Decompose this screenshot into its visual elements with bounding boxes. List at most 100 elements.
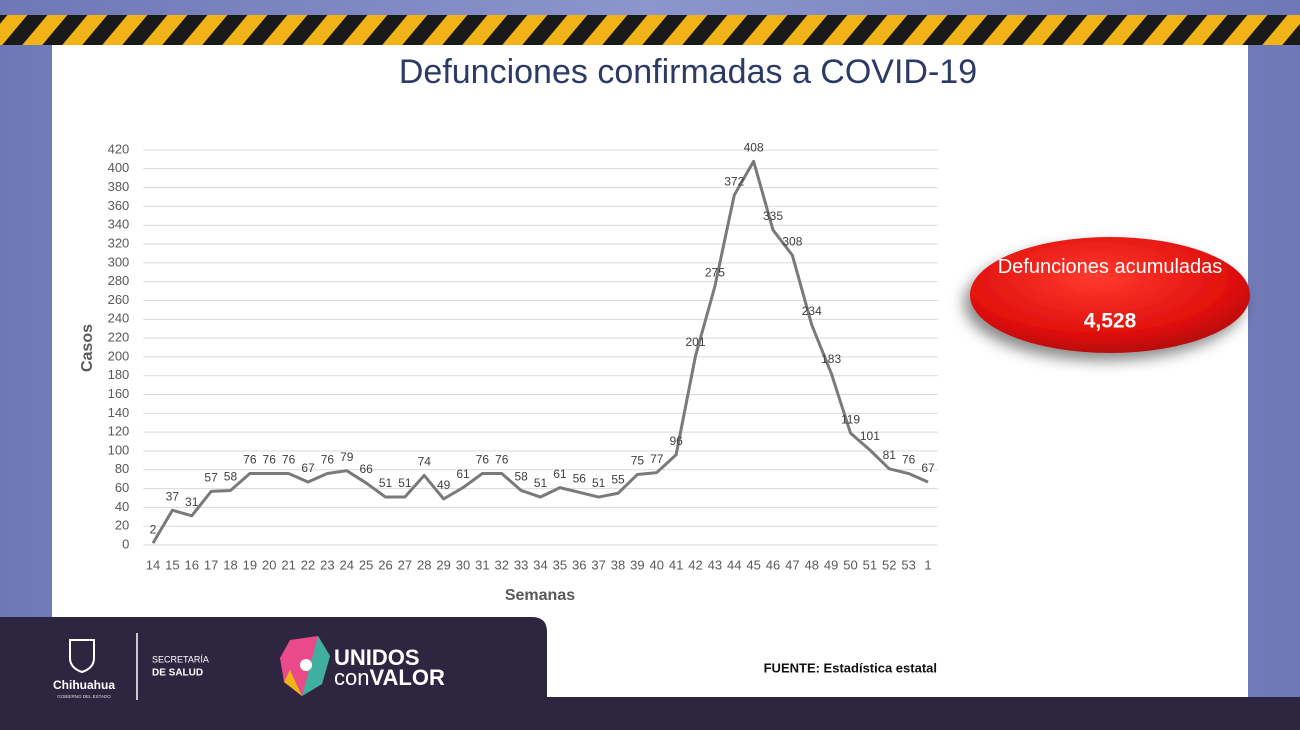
brand-icon-part [284,670,302,696]
ministry-1: SECRETARÍA [152,654,209,664]
y-tick-label: 180 [108,367,130,382]
data-label: 76 [282,453,296,467]
brand-icon-dot [300,659,312,671]
data-label: 275 [705,266,725,280]
x-tick-label: 15 [165,557,179,572]
data-label: 76 [243,453,257,467]
bottom-bar [0,697,1300,730]
data-label: 76 [902,453,916,467]
x-tick-label: 31 [475,557,489,572]
ministry-2: DE SALUD [152,668,203,679]
y-tick-label: 40 [115,499,129,514]
data-label: 79 [340,450,354,464]
x-tick-label: 42 [688,557,702,572]
data-line [151,159,929,544]
data-label: 101 [860,429,880,443]
data-label: 51 [379,476,393,490]
callout-title-1: Defunciones acumuladas [998,256,1223,278]
data-label: 67 [921,461,935,475]
y-tick-label: 400 [108,160,130,175]
chart-title: Defunciones confirmadas a COVID-19 [399,53,977,91]
data-label: 49 [437,478,451,492]
x-tick-label: 51 [863,557,877,572]
data-label: 372 [724,174,744,188]
x-tick-label: 26 [378,557,392,572]
state-name: Chihuahua [53,678,115,692]
callout-title: Defunciones acumuladas [998,256,1223,278]
y-tick-label: 220 [108,330,130,345]
x-tick-label: 28 [417,557,431,572]
y-tick-label: 120 [108,424,130,439]
state-sub: GOBIERNO DEL ESTADO [57,694,111,699]
x-axis-label: Semanas [505,587,575,604]
y-tick-label: 80 [115,461,129,476]
x-tick-label: 44 [727,557,741,572]
x-tick-label: 35 [553,557,567,572]
y-tick-label: 60 [115,480,129,495]
x-tick-label: 22 [301,557,315,572]
x-tick-label: 49 [824,557,838,572]
brand-icon-part [302,636,330,696]
data-label: 81 [883,448,897,462]
y-tick-label: 380 [108,179,130,194]
y-tick-label: 160 [108,386,130,401]
data-label: 74 [418,455,432,469]
y-tick-label: 100 [108,442,130,457]
y-tick-label: 280 [108,273,130,288]
data-label: 51 [534,476,548,490]
x-tick-label: 19 [243,557,257,572]
callout-total: 4,528 [1084,310,1137,333]
hazard-stripe [0,15,1300,45]
x-tick-label: 1 [924,557,931,572]
x-tick-label: 21 [281,557,295,572]
data-label: 308 [782,235,802,249]
data-label: 58 [224,470,238,484]
x-tick-label: 27 [398,557,412,572]
x-tick-label: 32 [495,557,509,572]
data-label: 61 [553,467,567,481]
data-label: 201 [685,335,705,349]
y-tick-label: 200 [108,348,130,363]
x-tick-label: 17 [204,557,218,572]
data-label: 55 [611,472,625,486]
x-tick-label: 53 [901,557,915,572]
data-label: 57 [204,471,218,485]
x-tick-label: 20 [262,557,276,572]
data-label: 76 [495,453,509,467]
data-label: 76 [476,453,490,467]
data-label: 76 [263,453,277,467]
x-tick-label: 46 [766,557,780,572]
data-label: 37 [166,489,180,503]
x-tick-label: 47 [785,557,799,572]
x-tick-label: 16 [185,557,199,572]
x-tick-label: 33 [514,557,528,572]
x-tick-label: 14 [146,557,160,572]
panel [52,45,1248,697]
x-tick-label: 48 [805,557,819,572]
data-label: 119 [841,412,860,426]
y-tick-label: 20 [115,518,129,533]
x-tick-label: 38 [611,557,625,572]
data-label: 2 [150,522,157,536]
brand-line-2: conVALOR [334,665,445,690]
y-tick-label: 260 [108,292,130,307]
brand-3: VALOR [369,665,444,690]
data-label: 61 [456,467,470,481]
x-tick-label: 52 [882,557,896,572]
data-label: 234 [802,304,822,318]
x-tick-label: 30 [456,557,470,572]
y-tick-label: 420 [108,141,130,156]
data-label: 183 [821,352,841,366]
x-tick-label: 37 [591,557,605,572]
data-label: 335 [763,209,783,223]
x-tick-label: 25 [359,557,373,572]
y-tick-label: 240 [108,311,130,326]
data-label: 58 [514,470,528,484]
data-label: 408 [744,140,764,154]
data-label: 96 [669,434,683,448]
x-tick-label: 43 [708,557,722,572]
data-label: 75 [631,454,645,468]
data-label: 66 [359,462,373,476]
y-tick-label: 320 [108,235,130,250]
